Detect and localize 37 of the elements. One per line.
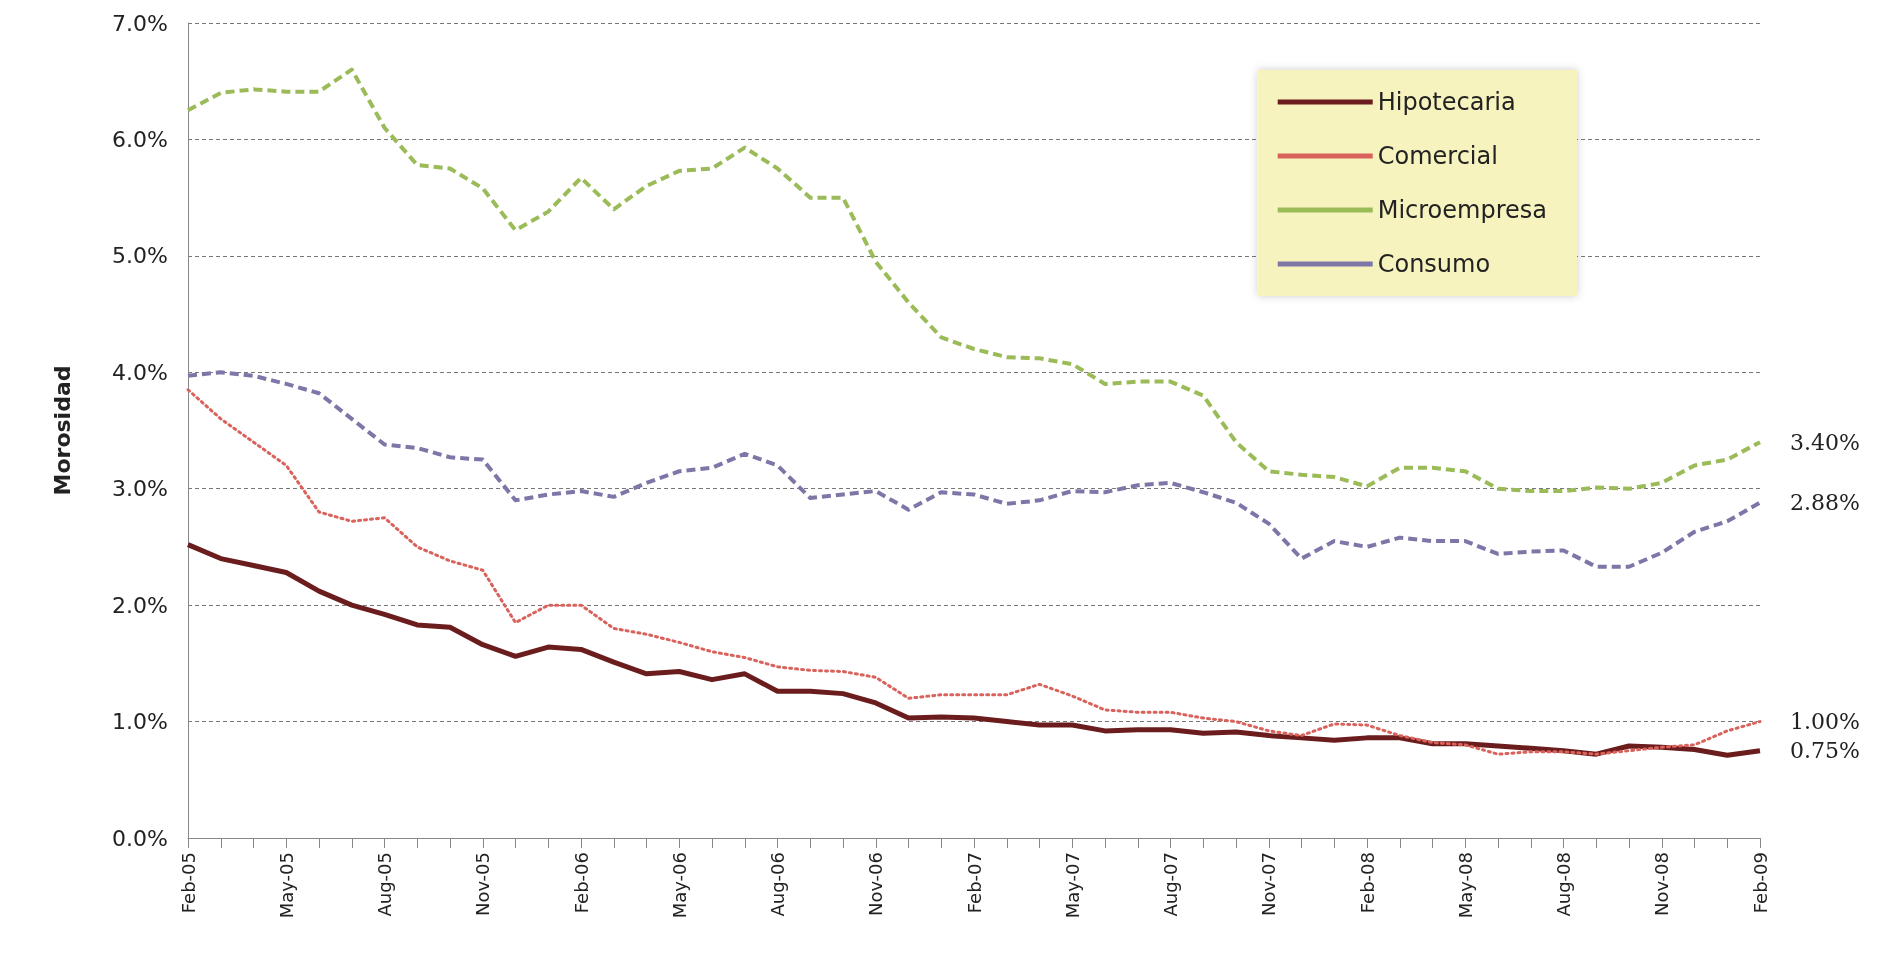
- x-tick-label: Nov-05: [472, 852, 494, 917]
- legend-label: Comercial: [1377, 142, 1498, 170]
- x-tick-label: Feb-07: [963, 852, 985, 914]
- data-label: 2.88%: [1790, 490, 1860, 516]
- x-tick-label: May-08: [1454, 852, 1476, 919]
- x-tick-label: Aug-07: [1160, 852, 1181, 917]
- y-tick-label: 6.0%: [112, 126, 168, 152]
- y-axis-title: Morosidad: [49, 365, 75, 496]
- data-label: 1.00%: [1790, 709, 1860, 735]
- x-tick-label: Aug-08: [1553, 852, 1574, 917]
- x-tick-label: Feb-09: [1749, 852, 1771, 914]
- x-tick-label: Nov-06: [865, 852, 887, 917]
- line-series: [186, 67, 1762, 494]
- data-label: 3.40%: [1790, 429, 1860, 455]
- x-tick-label: Feb-08: [1356, 852, 1378, 914]
- y-tick-label: 2.0%: [112, 592, 168, 618]
- y-tick-label: 5.0%: [112, 243, 168, 269]
- data-label: 0.75%: [1790, 738, 1860, 764]
- x-tick-label: Nov-07: [1258, 852, 1280, 917]
- legend-label: Consumo: [1377, 250, 1491, 278]
- y-tick-label: 1.0%: [112, 709, 168, 735]
- x-tick-label: Nov-08: [1651, 852, 1673, 917]
- x-tick-label: Aug-05: [374, 852, 395, 917]
- y-tick-label: 4.0%: [112, 359, 168, 385]
- x-tick-label: Feb-05: [177, 852, 199, 914]
- x-tick-label: Aug-06: [767, 852, 788, 917]
- x-tick-label: May-06: [668, 852, 690, 919]
- x-tick-label: Feb-06: [570, 852, 592, 914]
- y-tick-label: 0.0%: [112, 825, 168, 851]
- line-series: [186, 388, 1762, 756]
- x-tick-label: May-07: [1061, 852, 1083, 919]
- legend-label: Microempresa: [1377, 196, 1548, 224]
- line-series: [186, 370, 1762, 569]
- y-tick-label: 3.0%: [112, 476, 168, 502]
- x-tick-label: May-05: [275, 852, 297, 919]
- y-tick-label: 7.0%: [112, 10, 168, 36]
- legend-label: Hipotecaria: [1377, 88, 1516, 116]
